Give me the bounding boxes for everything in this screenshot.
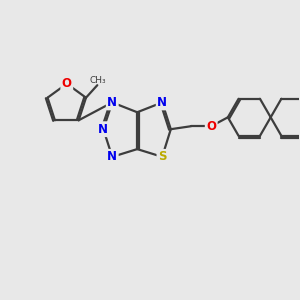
Text: N: N — [157, 96, 167, 109]
Text: O: O — [206, 120, 216, 133]
Text: CH₃: CH₃ — [90, 76, 106, 85]
Text: N: N — [98, 123, 108, 136]
Text: N: N — [107, 96, 117, 109]
Text: S: S — [158, 150, 167, 163]
Text: N: N — [107, 150, 117, 163]
Text: O: O — [62, 77, 72, 90]
